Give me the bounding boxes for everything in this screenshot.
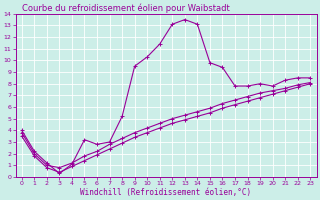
X-axis label: Windchill (Refroidissement éolien,°C): Windchill (Refroidissement éolien,°C) xyxy=(80,188,252,197)
Text: Courbe du refroidissement éolien pour Waibstadt: Courbe du refroidissement éolien pour Wa… xyxy=(21,3,229,13)
